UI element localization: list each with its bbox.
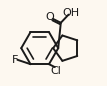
Text: F: F — [12, 55, 18, 65]
Text: O: O — [46, 12, 54, 22]
Text: OH: OH — [63, 8, 80, 18]
Text: Cl: Cl — [50, 66, 61, 76]
